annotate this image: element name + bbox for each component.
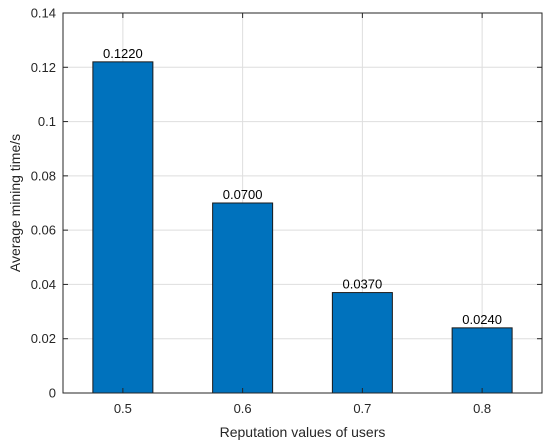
bar-0.6 bbox=[212, 202, 274, 394]
x-tick-label: 0.6 bbox=[234, 401, 252, 416]
x-tick-label: 0.5 bbox=[114, 401, 132, 416]
y-tick-label: 0.06 bbox=[31, 223, 56, 238]
y-tick-label: 0 bbox=[49, 386, 56, 401]
data-labels: 0.1220 0.0700 0.0370 0.0240 bbox=[103, 46, 502, 327]
y-tick-label: 0.08 bbox=[31, 168, 56, 183]
bar-0.7 bbox=[331, 292, 393, 394]
y-tick-label: 0.04 bbox=[31, 277, 56, 292]
axis-ticks: 0 0.02 0.04 0.06 0.08 0.1 0.12 0.14 0.5 0.6 0.7 0.8 bbox=[31, 6, 542, 416]
y-tick-label: 0.1 bbox=[38, 114, 56, 129]
data-label: 0.0370 bbox=[342, 277, 382, 292]
bar-0.8 bbox=[451, 327, 513, 394]
x-axis-title: Reputation values of users bbox=[220, 424, 386, 440]
bar-0.5 bbox=[92, 61, 154, 394]
y-tick-label: 0.12 bbox=[31, 60, 56, 75]
y-tick-label: 0.14 bbox=[31, 6, 56, 21]
data-label: 0.1220 bbox=[103, 46, 143, 61]
y-axis-title: Average mining time/s bbox=[7, 134, 23, 272]
plot-frame bbox=[62, 12, 543, 394]
x-tick-label: 0.7 bbox=[353, 401, 371, 416]
data-label: 0.0240 bbox=[462, 312, 502, 327]
data-label: 0.0700 bbox=[223, 187, 263, 202]
y-tick-label: 0.02 bbox=[31, 331, 56, 346]
x-tick-label: 0.8 bbox=[473, 401, 491, 416]
bars bbox=[92, 61, 513, 394]
